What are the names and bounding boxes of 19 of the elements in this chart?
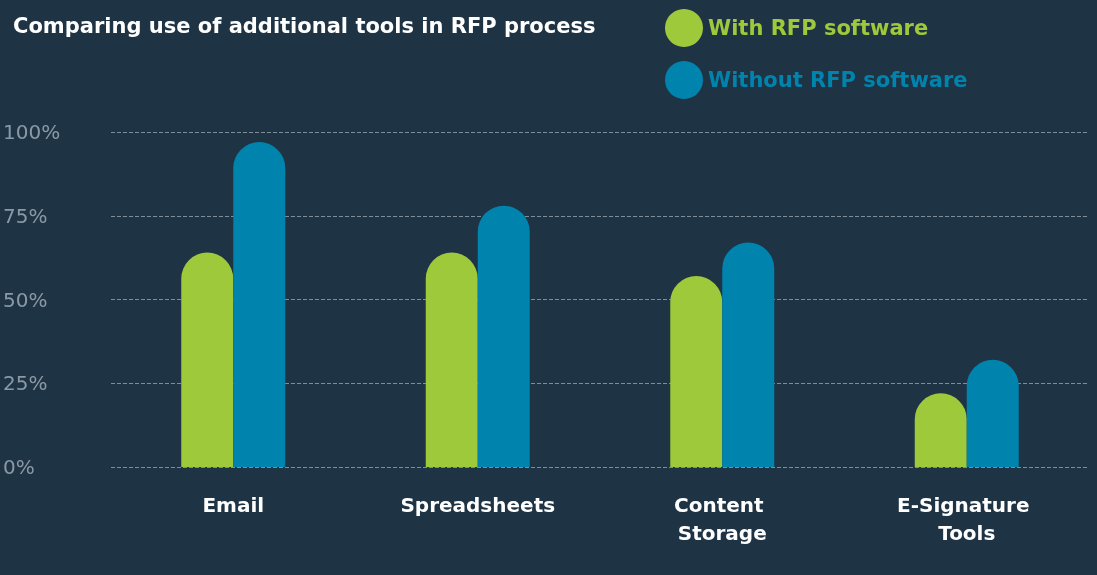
bar xyxy=(181,252,234,467)
legend-label: Without RFP software xyxy=(708,68,968,92)
bar xyxy=(233,142,286,467)
x-tick-label: Content Storage xyxy=(673,493,771,545)
y-tick-label: 50% xyxy=(3,287,48,312)
y-tick-label: 25% xyxy=(3,371,48,396)
x-tick-label: Email xyxy=(202,493,265,517)
legend-label: With RFP software xyxy=(708,16,929,40)
bar xyxy=(722,242,775,467)
bar xyxy=(425,252,478,467)
chart-title: Comparing use of additional tools in RFP process xyxy=(13,13,596,38)
y-tick-label: 0% xyxy=(3,455,35,479)
bar xyxy=(966,359,1019,467)
y-tick-label: 100% xyxy=(3,120,61,144)
bar xyxy=(477,205,530,467)
x-tick-label: E-Signature Tools xyxy=(897,493,1037,545)
bar xyxy=(670,276,723,467)
y-tick-label: 75% xyxy=(3,203,48,228)
x-tick-label: Spreadsheets xyxy=(400,493,556,517)
